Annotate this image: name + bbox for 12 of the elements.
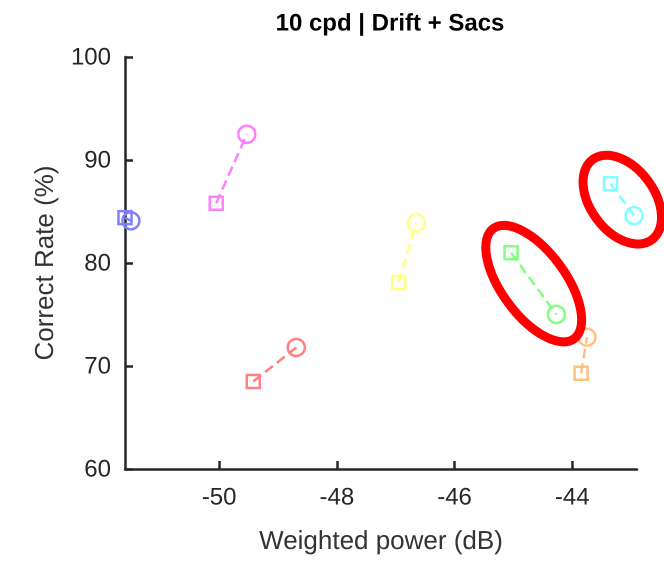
y-axis-title: Correct Rate (%) [29, 165, 59, 361]
x-tick-label: -46 [437, 484, 472, 510]
x-tick-label: -50 [202, 484, 237, 510]
y-tick-label: 80 [84, 250, 111, 276]
x-tick-label: -44 [554, 484, 590, 510]
y-tick-label: 60 [84, 456, 111, 482]
x-tick-label: -48 [320, 484, 354, 510]
y-tick-label: 100 [70, 44, 111, 70]
y-tick-label: 90 [84, 146, 111, 174]
x-axis-title: Weighted power (dB) [259, 525, 503, 555]
chart-title: 10 cpd | Drift + Sacs [276, 10, 504, 36]
y-tick-label: 70 [84, 352, 111, 380]
